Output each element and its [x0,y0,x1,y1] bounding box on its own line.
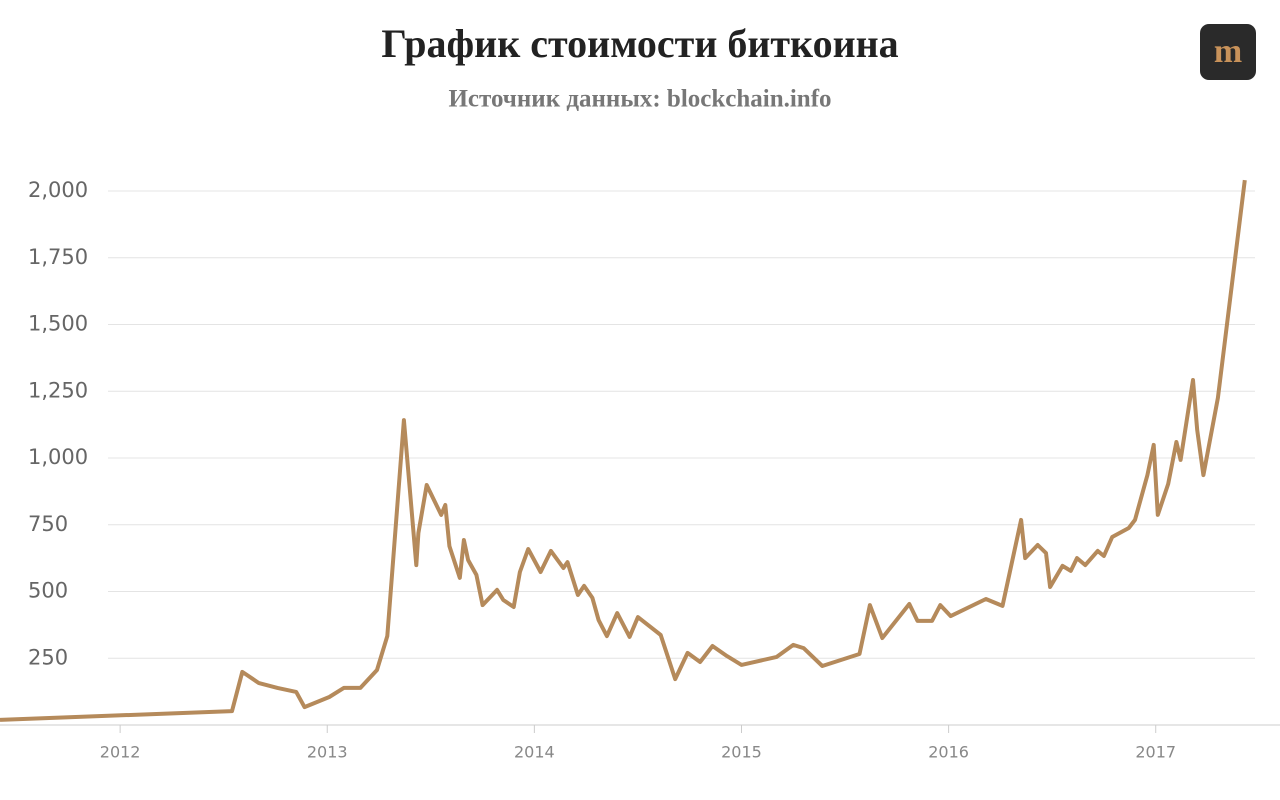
logo-letter: m [1214,33,1242,70]
x-tick-label: 2014 [514,743,555,762]
y-tick-label: 500 [28,579,68,603]
x-tick-label: 2013 [307,743,348,762]
x-tick-label: 2015 [721,743,762,762]
y-tick-label: 2,000 [28,178,88,202]
chart-title: График стоимости биткоина [381,21,898,66]
y-tick-label: 1,000 [28,445,88,469]
y-tick-label: 250 [28,645,68,669]
logo-bg [1200,24,1256,80]
x-tick-label: 2017 [1135,743,1176,762]
price-line [0,179,1247,722]
chart-subtitle: Источник данных: blockchain.info [448,86,831,113]
logo: m [1200,24,1256,80]
y-tick-label: 750 [28,512,68,536]
x-tick-label: 2016 [928,743,969,762]
y-tick-label: 1,750 [28,245,88,269]
y-tick-label: 1,250 [28,378,88,402]
y-tick-label: 1,500 [28,312,88,336]
x-tick-label: 2012 [100,743,141,762]
